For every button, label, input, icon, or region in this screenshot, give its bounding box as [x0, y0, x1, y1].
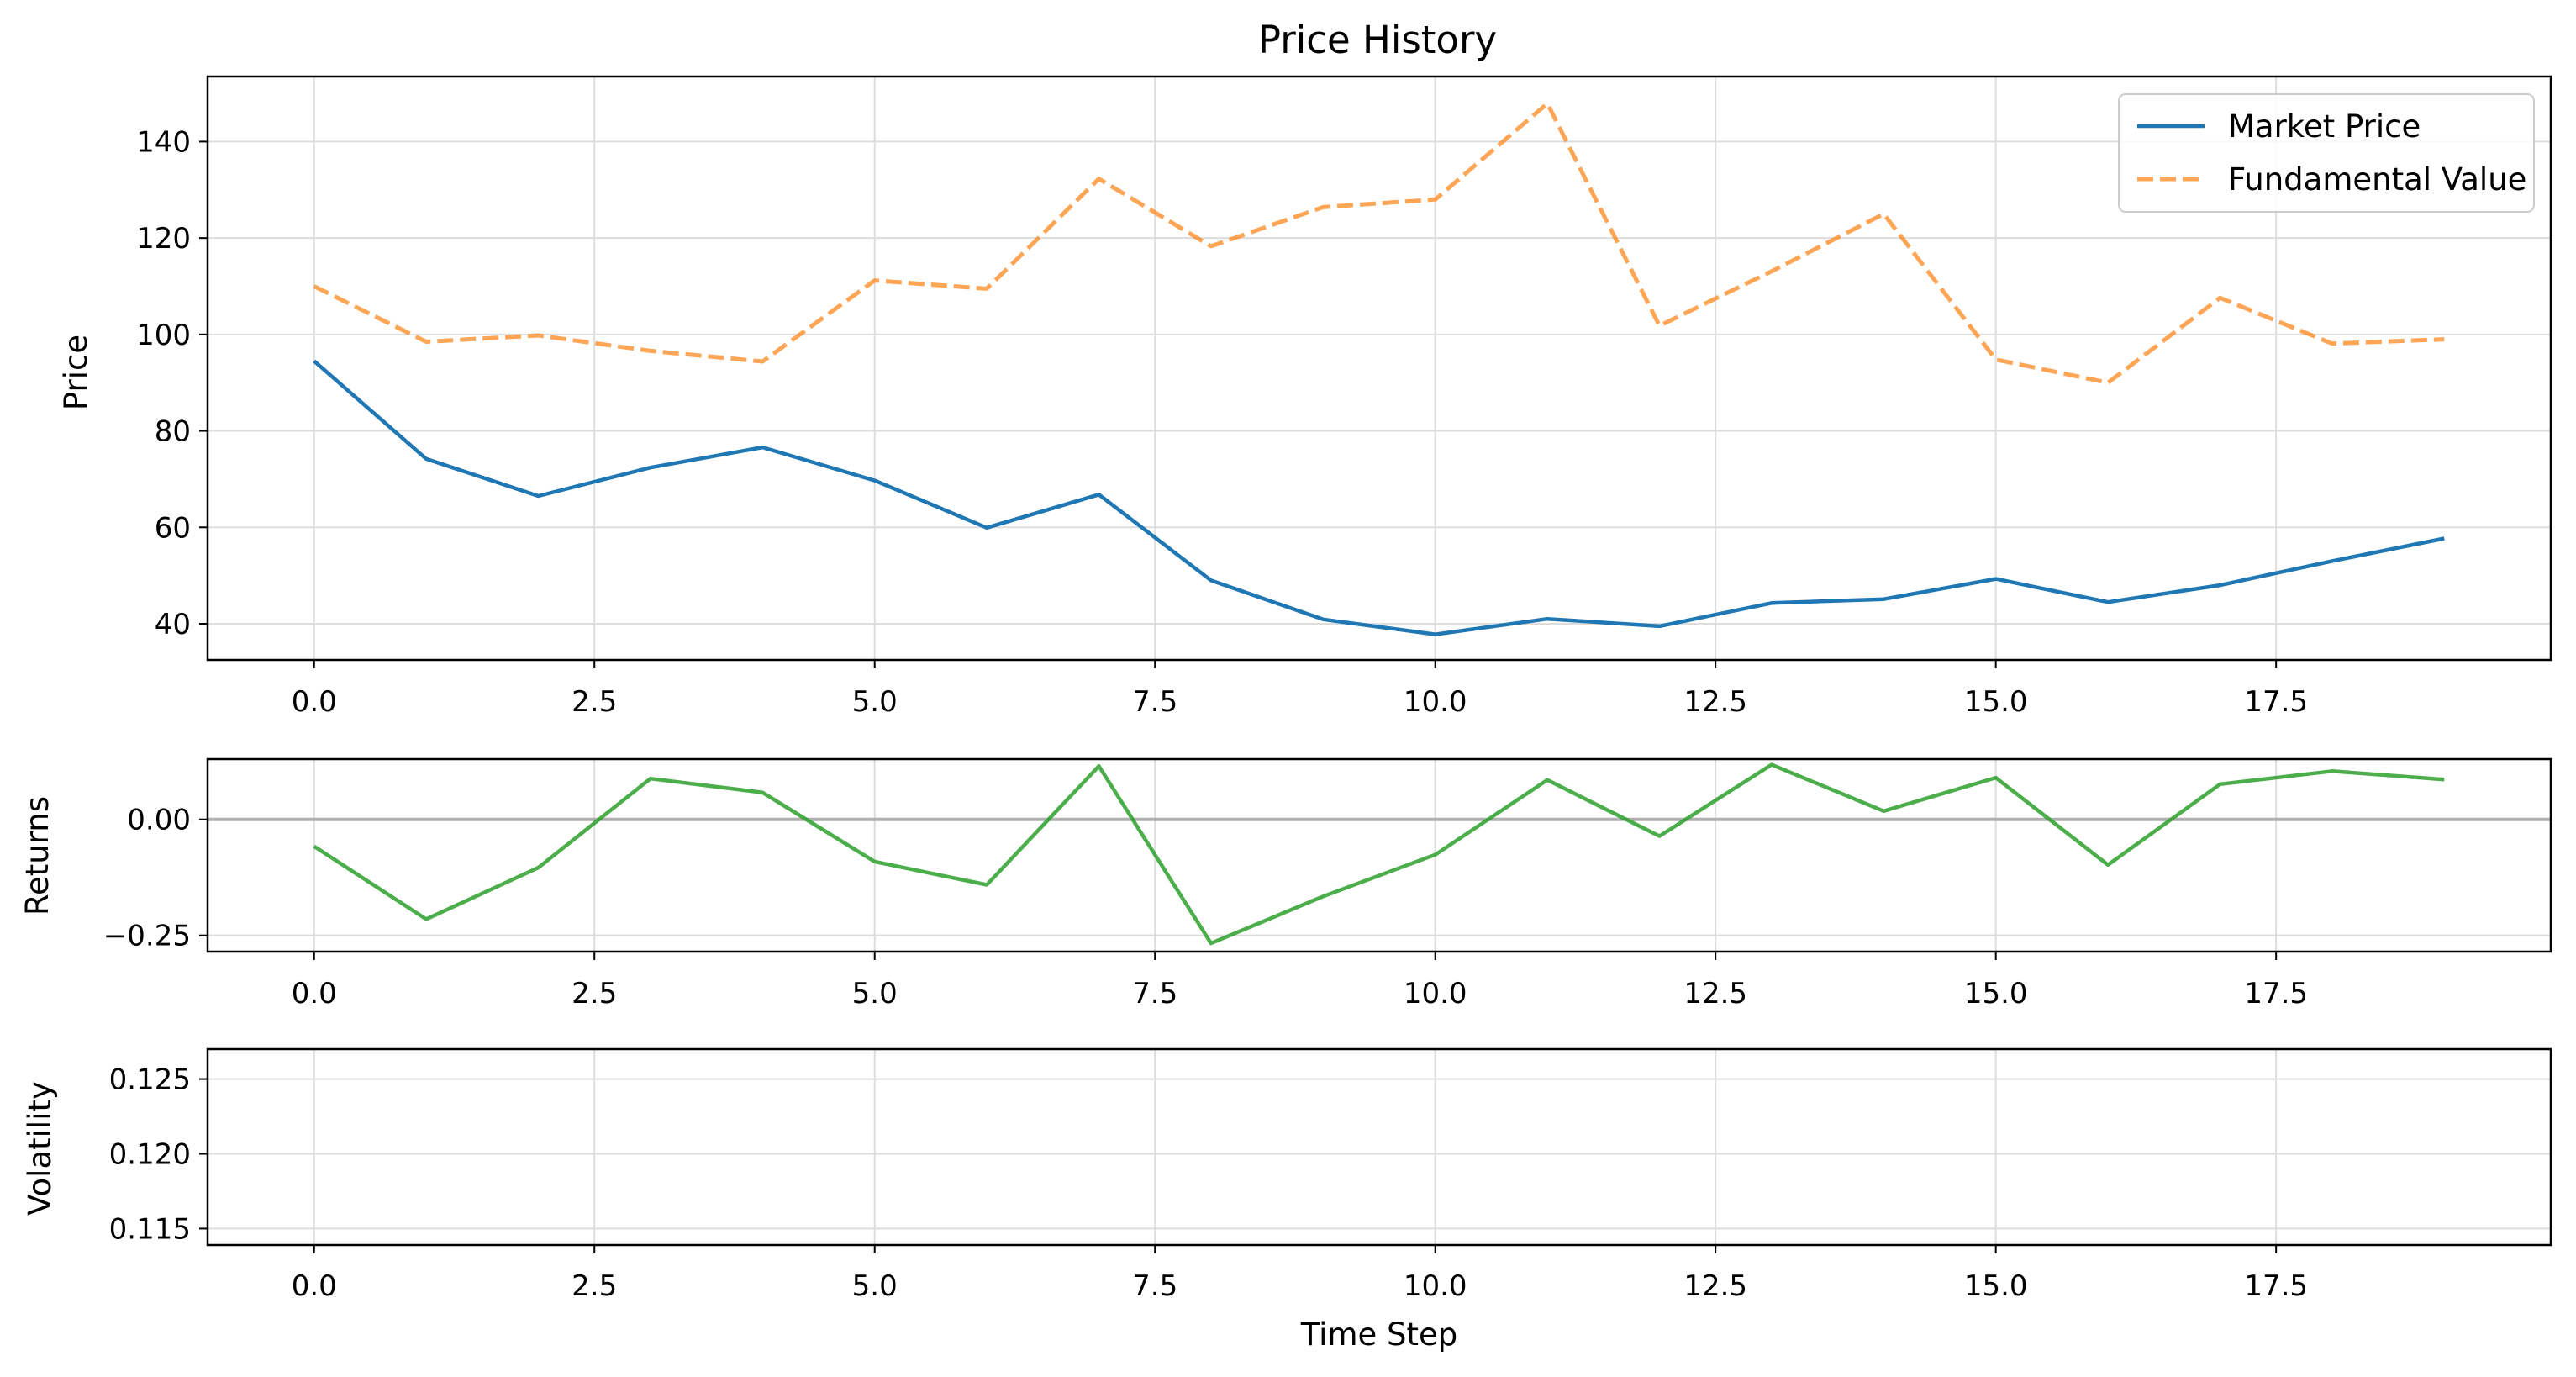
x-tick-label: 10.0	[1404, 977, 1467, 1010]
y-tick-label: −0.25	[103, 920, 191, 953]
series-line-fundamental-value	[313, 101, 2445, 385]
x-tick-label: 12.5	[1683, 977, 1747, 1010]
legend: Market Price Fundamental Value	[2118, 93, 2535, 213]
x-tick-label: 10.0	[1404, 1269, 1467, 1303]
axes-frame	[206, 757, 2552, 953]
x-tick-label: 5.0	[852, 1269, 898, 1303]
x-tick-label: 12.5	[1683, 1269, 1747, 1303]
series-line-market-price	[313, 359, 2445, 636]
y-tick-label: 0.120	[109, 1138, 191, 1172]
x-tick-label: 0.0	[292, 1269, 337, 1303]
panels: 0.0 2.5 5.0 7.5 10.0 12.5 15.0 17.5 40 60 80 100 120…	[19, 75, 2552, 1353]
y-tick-label: 60	[155, 511, 191, 545]
volatility-panel: 0.0 2.5 5.0 7.5 10.0 12.5 15.0 17.5 0.115 0.120 0.…	[22, 1047, 2552, 1353]
x-tick-label: 10.0	[1404, 685, 1467, 719]
x-tick-label: 7.5	[1132, 685, 1177, 719]
x-tick-label: 17.5	[2244, 977, 2308, 1010]
x-tick-label: 7.5	[1132, 977, 1177, 1010]
y-tick-label: 0.00	[127, 804, 191, 837]
x-tick-label: 15.0	[1964, 685, 2028, 719]
x-tick-label: 2.5	[572, 1269, 617, 1303]
y-tick-label: 100	[136, 319, 191, 352]
x-tick-label: 5.0	[852, 977, 898, 1010]
legend-box	[2118, 93, 2535, 213]
series-line-returns	[313, 762, 2445, 946]
returns-panel: 0.0 2.5 5.0 7.5 10.0 12.5 15.0 17.5 −0.25 0.00 Ret…	[19, 757, 2552, 1010]
y-axis-label: Volatility	[22, 1081, 58, 1216]
x-tick-label: 2.5	[572, 685, 617, 719]
x-tick-label: 15.0	[1964, 1269, 2028, 1303]
y-axis-label: Returns	[19, 796, 55, 915]
x-tick-label: 12.5	[1683, 685, 1747, 719]
x-tick-label: 0.0	[292, 977, 337, 1010]
x-tick-label: 7.5	[1132, 1269, 1177, 1303]
axes-frame	[206, 75, 2552, 662]
legend-label: Market Price	[2228, 108, 2421, 145]
x-tick-label: 17.5	[2244, 1269, 2308, 1303]
axes-frame	[206, 1047, 2552, 1247]
x-tick-label: 0.0	[292, 685, 337, 719]
y-tick-label: 0.125	[109, 1063, 191, 1097]
x-tick-label: 17.5	[2244, 685, 2308, 719]
legend-label: Fundamental Value	[2228, 161, 2526, 198]
figure-title: Price History	[1258, 18, 1497, 62]
x-tick-label: 15.0	[1964, 977, 2028, 1010]
y-tick-label: 0.115	[109, 1212, 191, 1246]
price-panel: 0.0 2.5 5.0 7.5 10.0 12.5 15.0 17.5 40 60 80 100 120…	[58, 75, 2552, 719]
x-axis-label: Time Step	[1300, 1316, 1458, 1353]
y-tick-label: 120	[136, 222, 191, 256]
y-tick-label: 40	[155, 608, 191, 641]
x-tick-label: 5.0	[852, 685, 898, 719]
x-tick-label: 2.5	[572, 977, 617, 1010]
y-axis-label: Price	[58, 335, 94, 410]
y-tick-label: 140	[136, 125, 191, 159]
y-tick-label: 80	[155, 415, 191, 449]
